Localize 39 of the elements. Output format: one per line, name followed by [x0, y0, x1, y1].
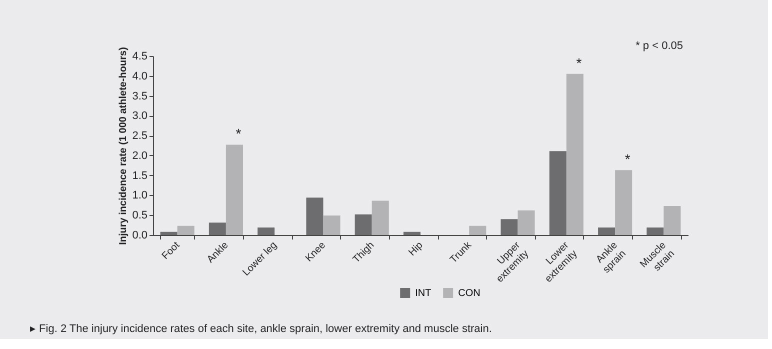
bar — [160, 232, 178, 235]
bar — [566, 74, 584, 235]
bar — [549, 151, 566, 235]
legend-label: CON — [458, 288, 480, 299]
y-tick-label: 3.5 — [132, 90, 148, 102]
bar — [469, 226, 486, 235]
y-tick-label: 0.0 — [132, 230, 148, 242]
annotation: * — [236, 126, 242, 142]
y-tick-label: 2.0 — [132, 150, 148, 162]
bar — [177, 226, 194, 235]
bar — [403, 232, 420, 235]
bar — [518, 210, 535, 235]
y-tick-label: 3.0 — [132, 110, 148, 122]
bar — [646, 227, 664, 235]
annotation: * — [624, 151, 631, 168]
y-tick-label: 4.0 — [132, 70, 148, 82]
bar — [258, 227, 275, 235]
bar — [306, 198, 324, 235]
text: ▸ Fig. 2 The injury incidence rates of each site, ankle sprain, lower extremity and muscle strain. — [30, 323, 492, 335]
bar — [500, 219, 518, 235]
annotation: * — [576, 54, 582, 71]
y-tick-label: 1.5 — [132, 170, 148, 182]
bar — [323, 216, 340, 235]
y-tick-label: 0.5 — [132, 210, 148, 222]
bar — [226, 144, 243, 235]
x-tick-label: Foot — [160, 240, 182, 262]
bar — [664, 206, 681, 235]
y-tick-label: 2.5 — [132, 130, 148, 142]
y-tick-label: 4.5 — [132, 50, 148, 62]
bar — [372, 200, 389, 235]
x-tick-label: Hip — [406, 240, 426, 258]
text: * p < 0.05 — [636, 40, 683, 52]
bar — [354, 214, 372, 235]
y-tick-label: 1.0 — [132, 190, 148, 202]
legend-label: INT — [415, 288, 432, 299]
bar — [615, 170, 632, 235]
bar — [598, 227, 616, 235]
y-axis-title: Injury incidence rate (1 000 athlete-hours) — [118, 47, 130, 245]
bar — [208, 222, 226, 235]
